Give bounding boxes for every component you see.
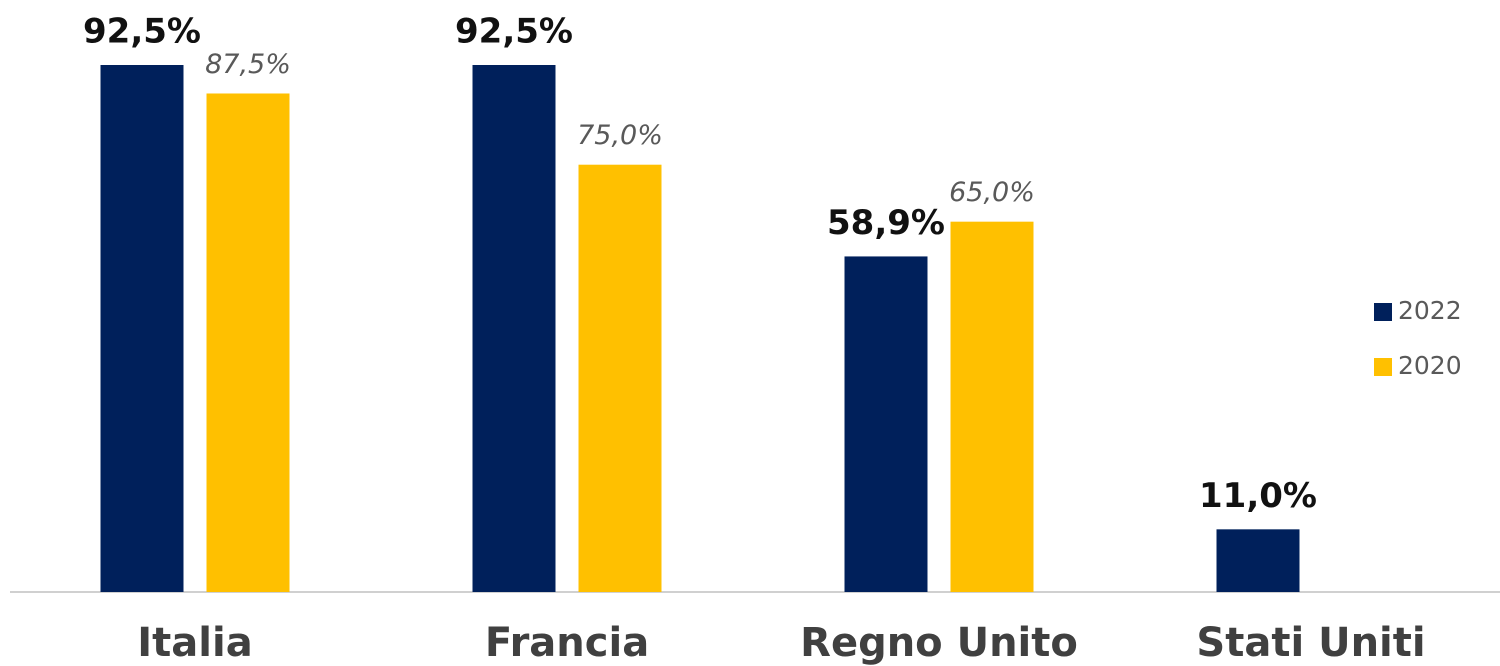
data-label: 58,9% — [827, 203, 945, 243]
data-label: 87,5% — [205, 49, 291, 80]
x-tick-label: Regno Unito — [800, 620, 1078, 666]
bar — [100, 65, 184, 592]
bar — [950, 221, 1034, 593]
data-label: 92,5% — [455, 12, 573, 52]
bar — [1216, 529, 1300, 592]
legend-label: 2022 — [1398, 296, 1462, 325]
x-tick-label: Italia — [137, 620, 252, 666]
x-tick-label: Francia — [485, 620, 649, 666]
data-label: 75,0% — [577, 120, 663, 151]
bar — [844, 256, 928, 592]
bar — [472, 65, 556, 592]
data-label: 65,0% — [949, 177, 1035, 208]
bar — [578, 164, 662, 592]
legend-swatch — [1374, 303, 1392, 321]
bar — [206, 93, 290, 593]
x-tick-label: Stati Uniti — [1196, 620, 1425, 666]
data-label: 11,0% — [1199, 476, 1317, 516]
legend-label: 2020 — [1398, 351, 1462, 380]
legend-swatch — [1374, 358, 1392, 376]
data-label: 92,5% — [83, 12, 201, 52]
